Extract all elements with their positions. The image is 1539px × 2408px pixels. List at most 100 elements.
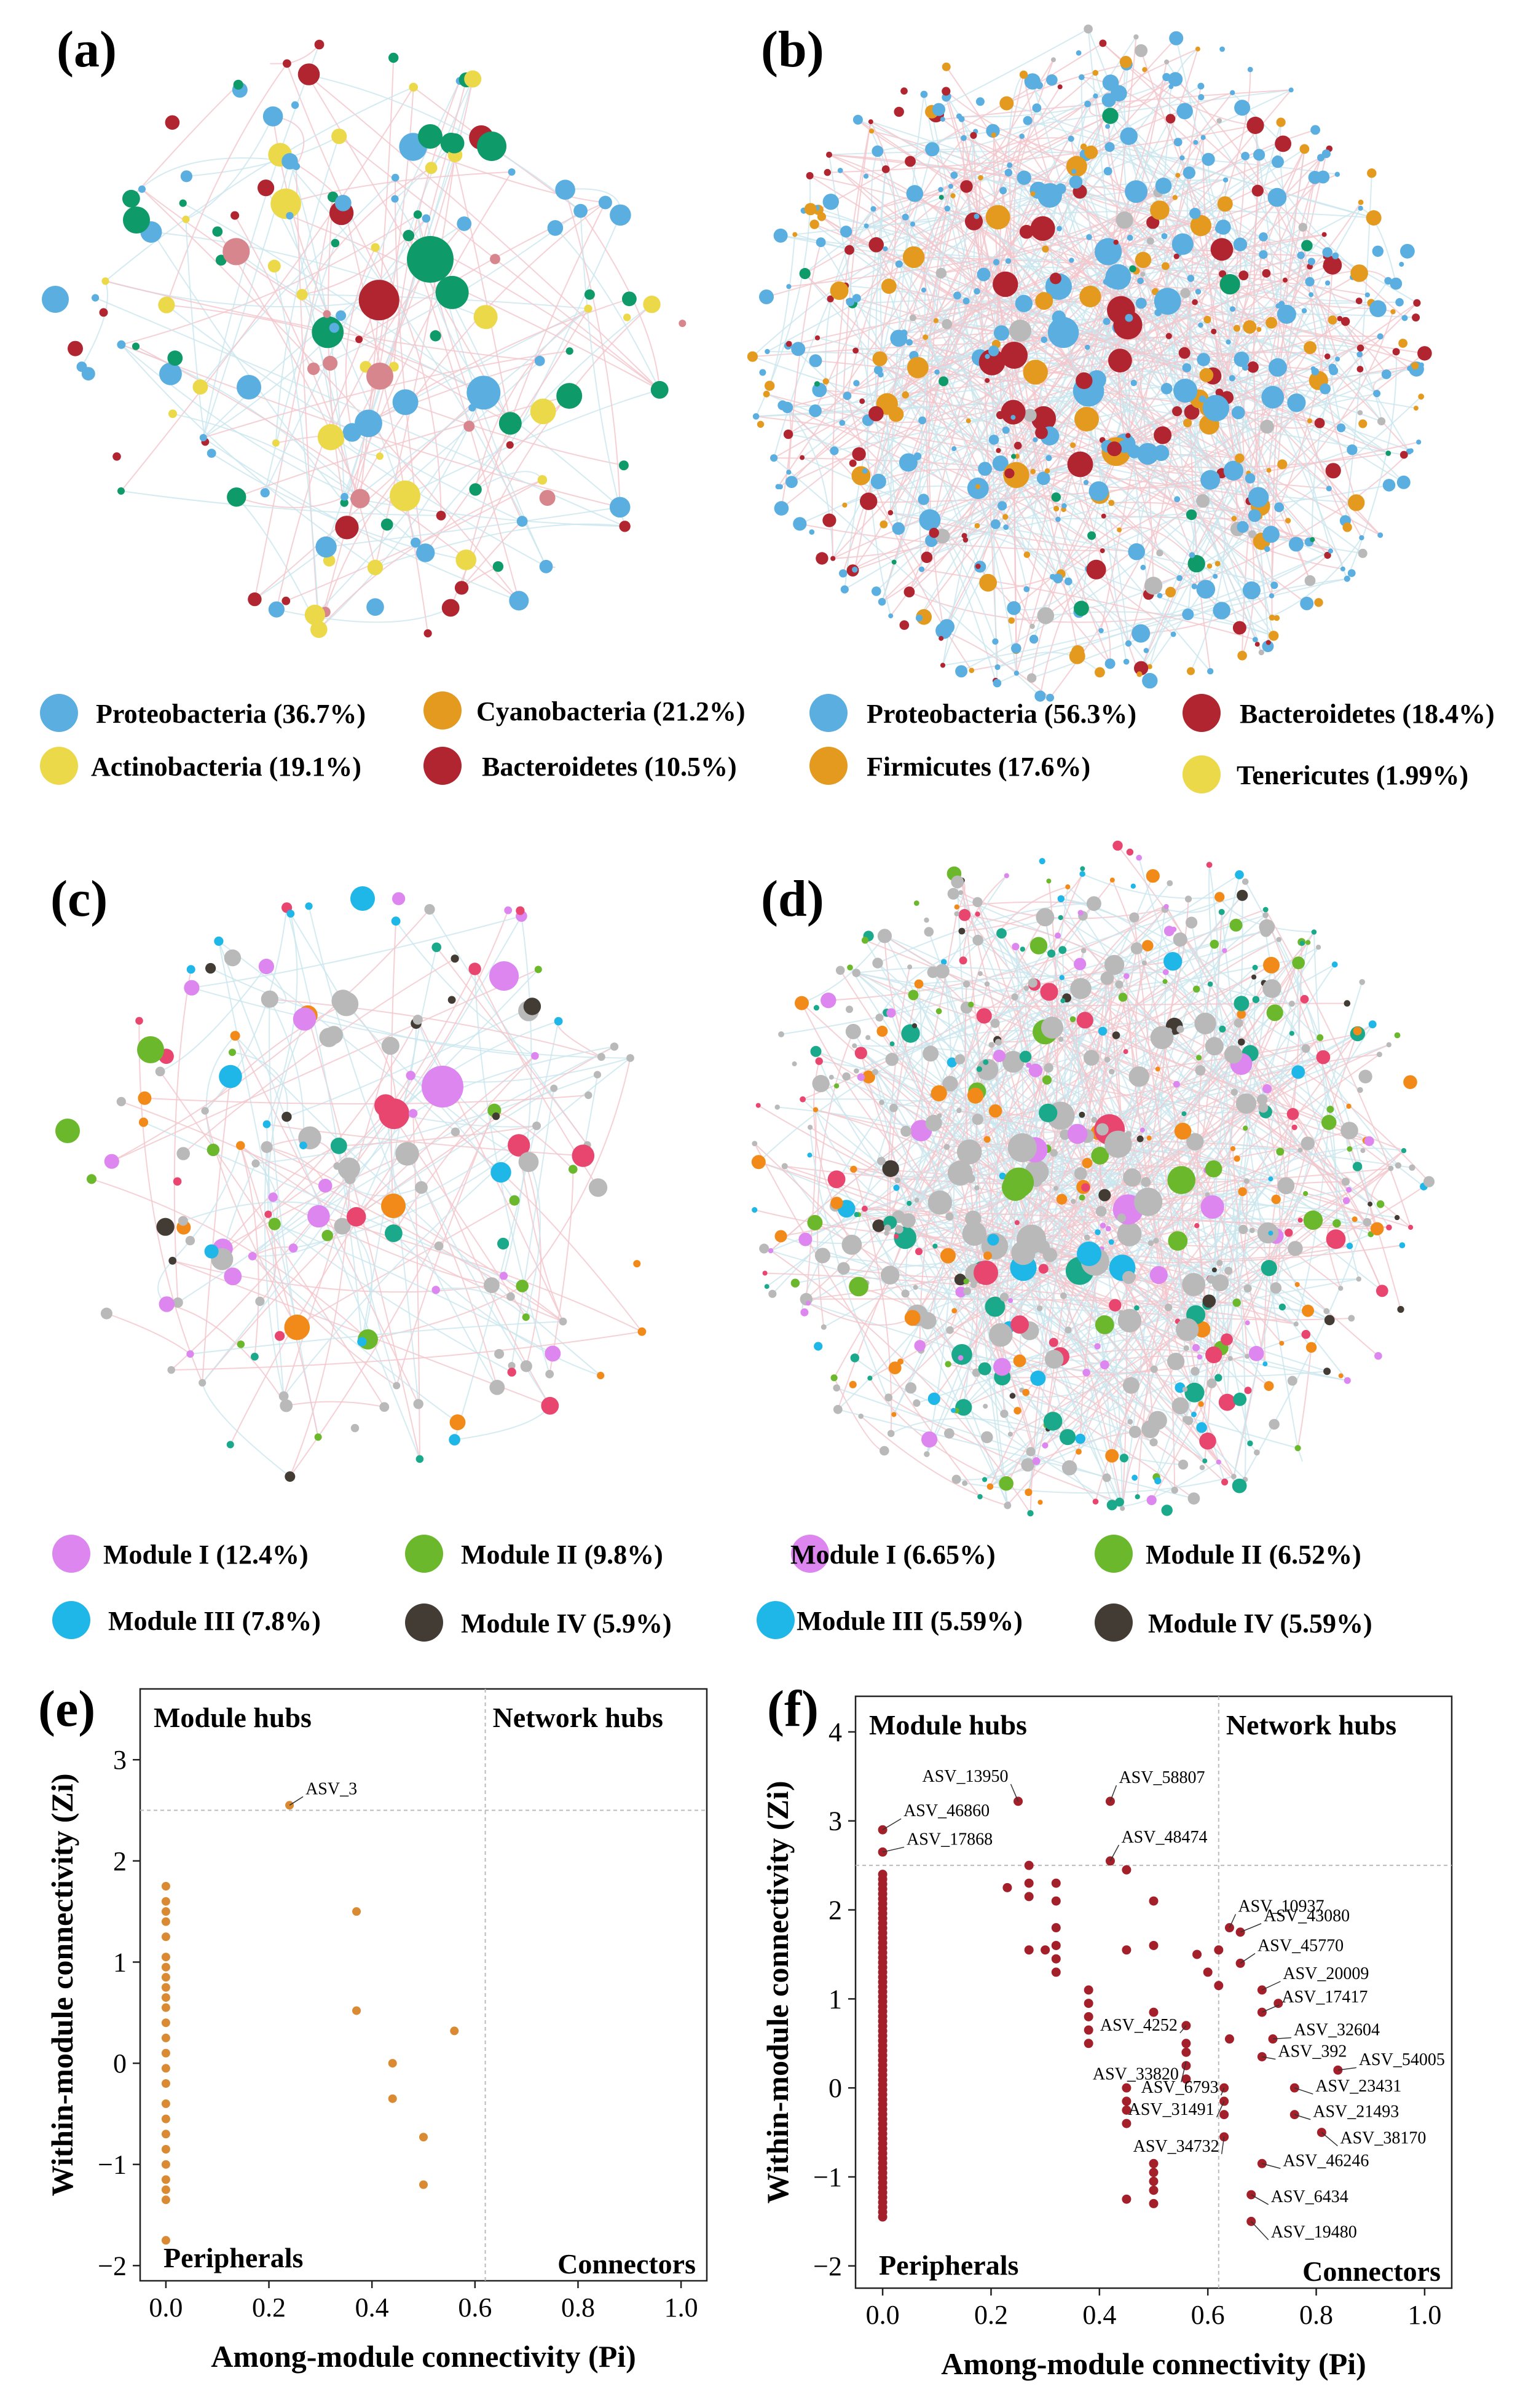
network-node <box>1369 300 1387 317</box>
network-edge <box>339 136 660 391</box>
network-nodes <box>55 886 647 1482</box>
network-edge <box>183 1201 357 1222</box>
network-edge <box>1079 1037 1163 1439</box>
annotation-leader <box>1337 2067 1356 2071</box>
network-edge <box>1053 1152 1243 1197</box>
network-node <box>1278 1304 1286 1311</box>
annotation-label: ASV_3 <box>305 1779 357 1798</box>
network-hub-node <box>123 207 150 234</box>
network-node <box>367 559 384 575</box>
network-node <box>899 453 918 472</box>
network-node <box>927 1392 940 1405</box>
network-node <box>1059 975 1065 980</box>
network-node <box>1200 1195 1224 1219</box>
network-node <box>798 1232 813 1246</box>
network-node <box>267 259 281 273</box>
network-node <box>1221 1478 1229 1485</box>
network-node <box>1286 1108 1299 1120</box>
network-node <box>1139 1127 1145 1133</box>
network-node <box>1356 1276 1361 1282</box>
network-edge <box>240 1145 259 1357</box>
network-node <box>942 62 951 71</box>
network-node <box>864 223 869 229</box>
network-node <box>319 1028 339 1047</box>
network-edge <box>1265 909 1412 1228</box>
network-node <box>1142 940 1154 951</box>
network-node <box>534 966 542 974</box>
network-node <box>830 1374 838 1382</box>
network-node <box>1347 444 1358 455</box>
network-edge <box>353 202 606 500</box>
network-node <box>814 1342 823 1351</box>
network-node <box>752 413 760 420</box>
network-edge <box>279 154 547 567</box>
network-node <box>1245 1320 1250 1326</box>
network-node <box>1086 234 1092 240</box>
network-node <box>869 128 875 134</box>
network-node <box>431 1286 440 1294</box>
network-node <box>598 195 612 210</box>
network-node <box>1394 1214 1400 1221</box>
network-edge <box>875 1071 1047 1426</box>
network-node <box>1303 1210 1323 1230</box>
network-node <box>1242 581 1261 600</box>
network-edge <box>849 967 1377 1230</box>
network-node <box>962 537 969 543</box>
network-edge <box>917 455 1103 551</box>
network-node <box>903 391 908 396</box>
network-node <box>1329 366 1339 376</box>
network-node <box>1326 1106 1334 1113</box>
network-node <box>1082 1369 1090 1377</box>
network-node <box>1358 205 1363 211</box>
network-edge <box>461 202 606 588</box>
network-node <box>1323 1308 1330 1315</box>
legend-swatch <box>1183 694 1221 732</box>
network-node <box>1161 233 1168 240</box>
network-node <box>327 191 339 203</box>
network-node <box>976 1066 983 1072</box>
legend-label: Bacteroidetes (18.4%) <box>1240 699 1495 729</box>
network-edge <box>1261 1099 1383 1291</box>
network-node <box>1396 475 1411 489</box>
network-node <box>112 452 121 461</box>
network-node <box>1196 1422 1207 1433</box>
network-node <box>1174 496 1181 503</box>
data-point <box>1024 1878 1034 1888</box>
annotation-label: ASV_21493 <box>1313 2103 1399 2122</box>
network-node <box>1030 468 1036 474</box>
network-edge <box>946 463 1001 628</box>
network-node <box>1321 1115 1337 1130</box>
network-node <box>807 1152 813 1158</box>
network-node <box>951 875 964 889</box>
network-node <box>983 1136 991 1143</box>
network-node <box>905 155 916 167</box>
network-edge <box>580 211 626 527</box>
network-node <box>261 990 278 1008</box>
legend-item: Cyanobacteria (21.2%) <box>423 691 746 730</box>
network-node <box>1356 351 1363 358</box>
network-node <box>809 354 822 368</box>
data-point <box>388 2094 397 2103</box>
network-node <box>1086 559 1106 580</box>
network-edge <box>1297 1447 1303 1462</box>
network-node <box>1398 339 1408 348</box>
network-node <box>104 1154 119 1169</box>
network-node <box>752 1141 758 1146</box>
network-node <box>858 1414 864 1419</box>
network-edge <box>503 916 532 1277</box>
network-node <box>815 1057 823 1065</box>
network-edge <box>1006 103 1374 219</box>
network-node <box>1219 1025 1226 1033</box>
network-node <box>1186 509 1197 521</box>
network-node <box>908 990 919 1001</box>
network-node <box>99 308 108 317</box>
network-node <box>610 204 631 226</box>
network-node <box>539 490 556 506</box>
network-node <box>340 498 348 507</box>
network-node <box>887 1430 895 1438</box>
network-node <box>1030 1371 1046 1386</box>
network-edge <box>831 1076 934 1124</box>
network-node <box>900 1125 912 1137</box>
network-node <box>958 1355 964 1361</box>
network-node <box>1262 525 1280 543</box>
